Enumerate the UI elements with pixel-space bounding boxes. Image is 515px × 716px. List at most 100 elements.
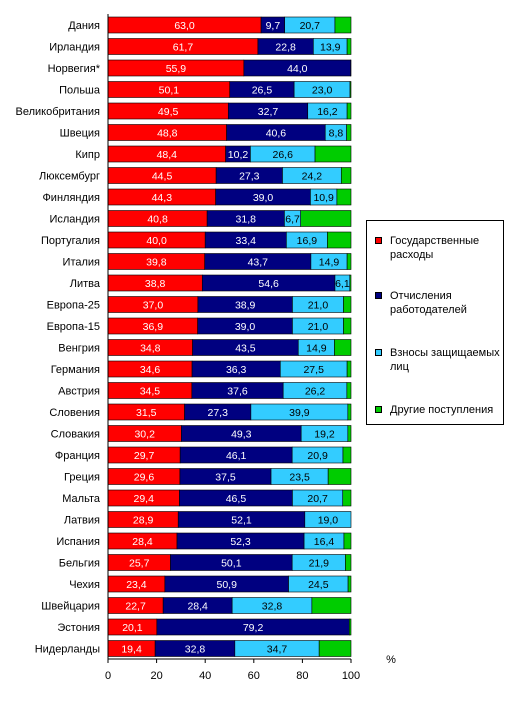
category-label: Дания: [68, 20, 100, 32]
data-label: 34,5: [140, 386, 161, 398]
bar-segment: [300, 210, 352, 227]
data-label: 6,1: [335, 278, 350, 290]
category-label: Франция: [55, 450, 100, 462]
bar-segment: [336, 188, 352, 206]
category-label: Финляндия: [42, 192, 100, 204]
category-labels: Дания Ирландия Норвегия* Польша Великобритан…: [16, 20, 101, 656]
category-label: Европа-25: [47, 300, 100, 312]
category-label: Греция: [64, 472, 100, 484]
legend-item-state: Государственные расходы: [375, 234, 501, 262]
data-label: 19,4: [121, 644, 142, 656]
x-tick-label: 80: [296, 670, 308, 682]
data-label: 34,6: [140, 364, 161, 376]
data-label: 52,3: [230, 536, 251, 548]
bar-segment: [349, 81, 352, 98]
data-label: 38,8: [145, 278, 166, 290]
bar-segment: [349, 274, 352, 292]
legend-item-other: Другие поступления: [375, 403, 501, 417]
bar-segment: [346, 102, 352, 120]
category-label: Кипр: [75, 149, 100, 161]
data-label: 10,2: [228, 149, 249, 161]
data-label: 22,8: [275, 42, 296, 54]
data-label: 44,5: [152, 171, 173, 183]
legend-label-insured: Взносы защищаемых лиц: [390, 347, 500, 373]
data-label: 32,8: [262, 601, 283, 613]
legend-item-employers: Отчисления работодателей: [375, 289, 501, 317]
data-label: 48,4: [157, 149, 178, 161]
bar-segment: [346, 360, 352, 378]
category-label: Люксембург: [39, 171, 100, 183]
data-label: 36,3: [226, 364, 247, 376]
data-label: 28,4: [187, 601, 208, 613]
data-label: 21,0: [308, 321, 329, 333]
data-label: 46,1: [226, 450, 247, 462]
data-label: 61,7: [173, 42, 194, 54]
bar-segment: [327, 231, 352, 249]
data-label: 29,7: [134, 450, 155, 462]
data-label: 63,0: [174, 20, 195, 32]
bar-segment: [347, 425, 352, 442]
bar-segment: [342, 446, 352, 464]
bar-segment: [327, 468, 352, 485]
data-label: 24,5: [308, 579, 329, 591]
category-label: Австрия: [58, 386, 100, 398]
category-label: Венгрия: [58, 343, 100, 355]
data-label: 9,7: [266, 20, 281, 32]
data-label: 27,3: [239, 171, 260, 183]
category-label: Швейцария: [41, 601, 100, 613]
bar-segment: [345, 554, 352, 571]
data-label: 54,6: [258, 278, 279, 290]
category-label: Бельгия: [59, 558, 100, 570]
category-label: Эстония: [57, 622, 100, 634]
category-label: Великобритания: [16, 106, 101, 118]
category-label: Литва: [70, 278, 101, 290]
legend-label-state: Государственные расходы: [390, 235, 480, 261]
bar-segment: [347, 403, 352, 421]
data-label: 23,5: [289, 472, 310, 484]
bar-segment: [348, 618, 352, 636]
data-label: 25,7: [129, 558, 150, 570]
data-label: 23,0: [312, 85, 333, 97]
data-label: 28,9: [133, 515, 154, 527]
legend-swatch-insured: [375, 349, 382, 356]
x-tick-label: 40: [199, 670, 211, 682]
category-label: Мальта: [62, 493, 101, 505]
data-label: 31,5: [136, 407, 157, 419]
bar-segment: [343, 296, 352, 313]
data-label: 44,3: [152, 192, 173, 204]
data-label: 29,6: [134, 472, 155, 484]
bar-segment: [346, 38, 352, 55]
data-label: 49,5: [158, 106, 179, 118]
bar-segment: [346, 253, 352, 270]
legend-swatch-employers: [375, 292, 382, 299]
data-label: 46,5: [226, 493, 247, 505]
data-label: 34,8: [140, 343, 161, 355]
data-label: 21,9: [309, 558, 330, 570]
data-label: 32,7: [258, 106, 279, 118]
data-label: 6,7: [285, 214, 300, 226]
data-label: 24,2: [302, 171, 323, 183]
bar-segment: [334, 16, 352, 34]
category-label: Португалия: [41, 235, 100, 247]
x-axis-unit: %: [386, 654, 396, 666]
data-label: 55,9: [166, 63, 187, 75]
x-tick-label: 60: [248, 670, 260, 682]
data-label: 52,1: [231, 515, 252, 527]
data-label: 27,3: [207, 407, 228, 419]
legend-item-insured: Взносы защищаемых лиц: [375, 346, 501, 374]
bar-segment: [346, 124, 352, 141]
data-label: 50,1: [159, 85, 180, 97]
data-label: 44,0: [287, 63, 308, 75]
data-label: 39,0: [253, 192, 274, 204]
data-label: 13,9: [320, 42, 341, 54]
bar-segment: [347, 575, 352, 593]
data-label: 43,5: [235, 343, 256, 355]
data-label: 10,9: [313, 192, 334, 204]
bar-segment: [314, 145, 352, 163]
data-label: 16,9: [297, 235, 318, 247]
category-label: Словакия: [51, 429, 100, 441]
data-label: 26,5: [252, 85, 273, 97]
data-label: 39,0: [235, 321, 256, 333]
data-label: 48,8: [157, 128, 178, 140]
